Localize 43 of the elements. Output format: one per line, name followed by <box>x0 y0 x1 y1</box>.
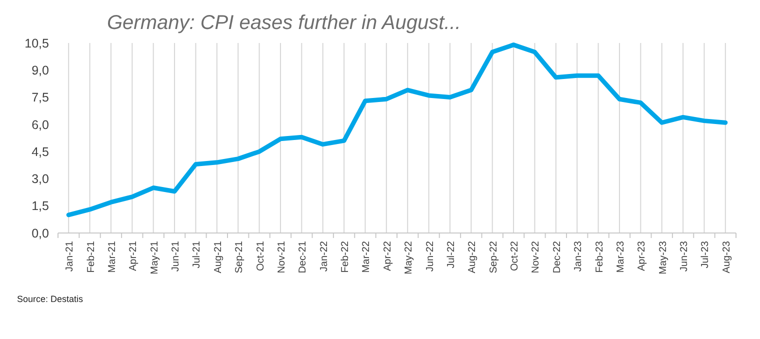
x-tick-label: Feb-21 <box>86 240 97 273</box>
x-tick-label: Aug-23 <box>721 240 732 274</box>
y-tick-label: 7,5 <box>32 90 50 105</box>
x-tick-label: Sep-22 <box>488 240 500 274</box>
chart-title: Germany: CPI eases further in August... <box>107 12 461 34</box>
x-tick-label: Feb-22 <box>340 240 352 273</box>
x-tick-label: Mar-23 <box>615 240 626 273</box>
x-tick-label: Aug-21 <box>212 240 224 274</box>
x-tick-label: Jun-23 <box>679 240 690 272</box>
x-tick-label: May-21 <box>149 240 160 274</box>
x-tick-label: Jan-22 <box>318 240 330 272</box>
x-tick-label: Jun-22 <box>424 240 436 272</box>
x-tick-label: Jan-21 <box>64 240 76 272</box>
x-tick-label: Dec-21 <box>298 240 309 274</box>
x-tick-label: Oct-22 <box>510 240 521 272</box>
x-tick-label: Jan-23 <box>573 240 584 272</box>
x-tick-label: Dec-22 <box>552 240 563 274</box>
x-tick-label: Mar-21 <box>106 240 118 273</box>
y-tick-label: 10,5 <box>24 36 50 50</box>
line-series <box>66 42 728 218</box>
x-tick-label: Aug-22 <box>467 240 478 274</box>
x-tick-label: Jul-23 <box>700 240 712 268</box>
x-tick-label: Jul-22 <box>446 240 457 268</box>
y-tick-label: 6,0 <box>32 118 50 132</box>
x-tick-label: Oct-21 <box>255 240 266 272</box>
x-tick-label: Mar-22 <box>361 240 372 273</box>
y-tick-label: 9,0 <box>32 64 50 78</box>
x-tick-label: Apr-22 <box>382 240 394 272</box>
x-tick-label: Jun-21 <box>170 240 182 272</box>
x-tick-label: Apr-21 <box>128 240 140 272</box>
x-tick-label: Apr-23 <box>636 240 648 272</box>
y-tick-label: 3,0 <box>32 172 50 186</box>
x-tick-label: Jul-21 <box>192 240 203 268</box>
x-tick-label: May-23 <box>658 240 669 274</box>
y-tick-label: 1,5 <box>32 199 50 214</box>
x-tick-label: Nov-21 <box>276 240 288 274</box>
x-tick-label: May-22 <box>404 240 415 274</box>
x-tick-label: Sep-21 <box>234 240 246 274</box>
y-tick-label: 0,0 <box>32 226 50 240</box>
y-tick-label: 4,5 <box>32 144 50 159</box>
x-tick-label: Feb-23 <box>594 240 606 273</box>
source-note: Source: Destatis <box>17 294 84 304</box>
x-tick-label: Nov-22 <box>530 240 542 274</box>
